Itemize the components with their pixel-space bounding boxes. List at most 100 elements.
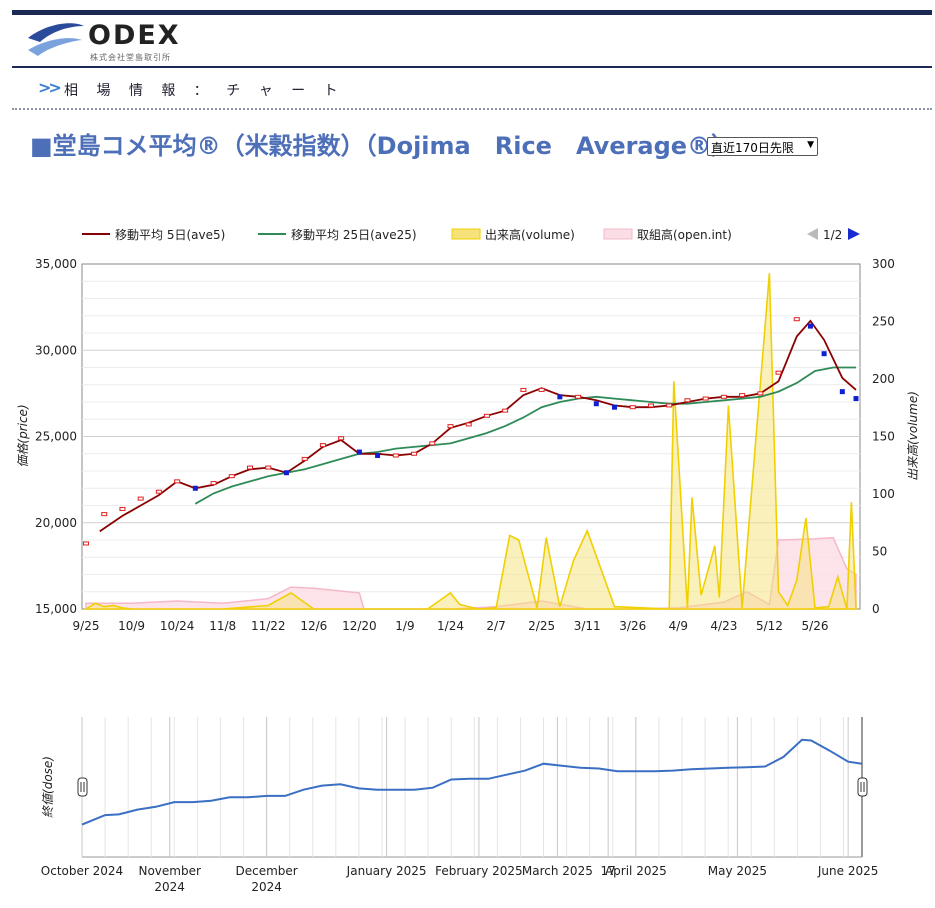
price-mark-up (174, 479, 181, 484)
x-tick: 10/24 (160, 619, 195, 633)
navigator-y-label: 終値(dose) (41, 756, 55, 818)
price-mark-up (666, 403, 673, 408)
price-mark-down (839, 389, 845, 395)
navigator-close-line (81, 738, 863, 826)
price-mark-up (775, 370, 782, 375)
price-mark-up (447, 424, 454, 429)
header-top-bar (12, 10, 932, 15)
price-mark-up (520, 387, 527, 392)
legend-item-open-int[interactable]: 取組高(open.int) (637, 227, 732, 242)
x-tick: 1/24 (437, 619, 464, 633)
price-mark-up (483, 413, 490, 418)
price-mark-up (101, 512, 108, 517)
page-title: ■堂島コメ平均®（米穀指数）（Dojima Rice Average®） (30, 126, 735, 161)
logo-subtext: 株式会社堂島取引所 (90, 53, 171, 62)
y-axis-left-label: 価格(price) (16, 404, 30, 467)
x-tick: 10/9 (118, 619, 145, 633)
price-mark-up (647, 403, 654, 408)
legend-item-ave25[interactable]: 移動平均 25日(ave25) (291, 228, 417, 242)
price-mark-up (538, 387, 545, 392)
price-mark-up (319, 443, 326, 448)
price-mark-up (338, 436, 345, 441)
navigator-x-tick: December 2024 (235, 864, 297, 894)
price-mark-down (821, 351, 827, 357)
chevron-down-icon: ▼ (807, 140, 814, 150)
navigator-x-tick-year: 2024 (154, 880, 185, 894)
navigator-x-tick: April 2025 (605, 864, 667, 878)
volume-series (83, 273, 857, 610)
price-mark-up (739, 393, 746, 398)
y-axis-right-label: 出来高(volume) (906, 391, 920, 481)
navigator-x-ticks: October 2024 November 2024 December 2024 Janu… (41, 864, 879, 894)
price-mark-up (228, 474, 235, 479)
price-mark-down (612, 404, 618, 410)
y-tick-right: 300 (872, 257, 895, 271)
price-mark-up (684, 398, 691, 403)
navigator-left-handle[interactable] (77, 777, 88, 797)
y-tick-left: 20,000 (35, 516, 77, 530)
volume-area (83, 273, 857, 610)
price-mark-up (575, 394, 582, 399)
legend-prev-arrow-icon[interactable] (807, 228, 818, 240)
price-mark-up (210, 481, 217, 486)
price-mark-down (356, 449, 362, 455)
x-tick: 2/25 (528, 619, 555, 633)
navigator-grid (81, 717, 849, 857)
period-select[interactable]: 直近170日先限 ▼ (707, 137, 818, 156)
y-axis-left-ticks: 35,000 30,000 25,000 20,000 15,000 (35, 257, 77, 616)
price-mark-up (301, 456, 308, 461)
navigator-x-tick: March 2025 (522, 864, 593, 878)
price-marks (83, 317, 859, 546)
navigator-x-tick: 17 (601, 864, 616, 878)
navigator-x-tick: February 2025 (435, 864, 523, 878)
x-tick: 4/23 (710, 619, 737, 633)
y-tick-right: 50 (872, 545, 887, 559)
page-title-text: ■堂島コメ平均®（米穀指数）（Dojima Rice Average®） (30, 132, 736, 160)
price-mark-up (119, 506, 126, 511)
navigator-x-tick-month: December (235, 864, 297, 878)
double-chevron-right-icon: >> (38, 78, 62, 97)
legend-item-ave5[interactable]: 移動平均 5日(ave5) (115, 228, 225, 242)
price-mark-down (557, 394, 563, 400)
y-tick-left: 30,000 (35, 343, 77, 357)
price-mark-down (283, 470, 289, 476)
x-tick: 5/26 (802, 619, 829, 633)
ave25-series (194, 366, 856, 505)
x-tick: 4/9 (669, 619, 688, 633)
legend-next-arrow-icon[interactable] (848, 228, 860, 240)
y-tick-right: 250 (872, 315, 895, 329)
dotted-divider (12, 108, 932, 110)
price-mark-up (247, 465, 254, 470)
legend-pager: 1/2 (823, 228, 842, 242)
price-mark-down (192, 485, 198, 491)
navigator-x-tick: June 2025 (817, 864, 879, 878)
x-tick: 3/26 (619, 619, 646, 633)
odex-logo[interactable]: ODEX 株式会社堂島取引所 (26, 20, 226, 64)
price-mark-up (793, 317, 800, 322)
legend-item-volume[interactable]: 出来高(volume) (485, 227, 575, 242)
price-mark-up (429, 441, 436, 446)
price-mark-up (629, 405, 636, 410)
price-mark-down (593, 401, 599, 407)
y-tick-right: 150 (872, 430, 895, 444)
price-mark-up (411, 451, 418, 456)
logo-word: ODEX (88, 20, 181, 51)
y-tick-right: 200 (872, 372, 895, 386)
x-tick: 12/20 (342, 619, 377, 633)
navigator-x-tick: January 2025 (346, 864, 427, 878)
navigator-right-handle[interactable] (857, 777, 868, 797)
x-tick: 5/12 (756, 619, 783, 633)
x-tick: 1/9 (395, 619, 414, 633)
odex-logo-mark-icon (28, 23, 84, 56)
x-tick: 9/25 (73, 619, 100, 633)
price-mark-up (155, 489, 162, 494)
price-mark-up (702, 396, 709, 401)
navigator-close-series (81, 738, 863, 826)
price-mark-up (502, 408, 509, 413)
price-mark-down (375, 452, 381, 458)
price-mark-down (853, 396, 859, 402)
ave25-line (194, 366, 856, 505)
header-divider (12, 66, 932, 68)
x-axis-ticks: 9/25 10/9 10/24 11/8 11/22 12/6 12/20 1/9 1/24 2/… (73, 619, 829, 633)
price-mark-up (83, 541, 89, 546)
